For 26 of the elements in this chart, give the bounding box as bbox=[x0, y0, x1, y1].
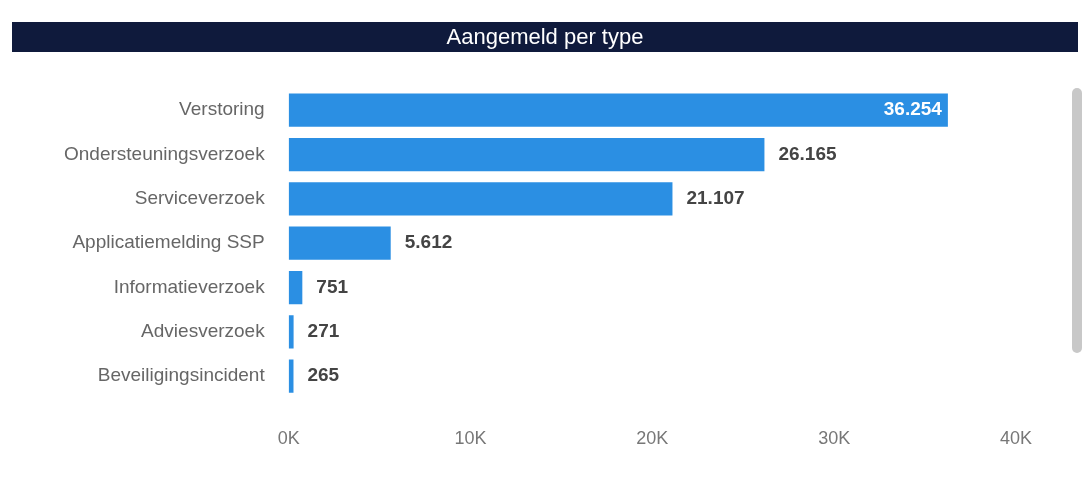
bar bbox=[288, 137, 765, 172]
x-tick-label: 0K bbox=[277, 428, 300, 449]
x-tick-label: 30K bbox=[818, 428, 851, 449]
data-label: 21.107 bbox=[686, 187, 745, 209]
y-tick-label: Adviesverzoek bbox=[141, 320, 266, 342]
data-label: 5.612 bbox=[404, 231, 453, 253]
y-tick-label: Applicatiemelding SSP bbox=[72, 231, 265, 253]
data-label: 26.165 bbox=[778, 142, 837, 164]
y-tick-label: Serviceverzoek bbox=[134, 187, 266, 209]
chart-title: Aangemeld per type bbox=[12, 22, 1078, 52]
bar bbox=[288, 315, 294, 349]
bar bbox=[288, 93, 948, 127]
x-tick-label: 10K bbox=[454, 428, 487, 449]
bar bbox=[288, 226, 391, 260]
data-label: 271 bbox=[307, 320, 340, 342]
x-tick-label: 20K bbox=[636, 428, 669, 449]
y-tick-label: Ondersteuningsverzoek bbox=[64, 142, 266, 164]
data-label: 36.254 bbox=[883, 98, 943, 120]
y-tick-label: Verstoring bbox=[179, 98, 265, 120]
data-label: 751 bbox=[316, 275, 349, 297]
bar bbox=[288, 182, 673, 216]
y-tick-label: Beveiligingsincident bbox=[97, 364, 266, 386]
bar bbox=[288, 270, 303, 305]
data-label: 265 bbox=[307, 364, 340, 386]
y-tick-label: Informatieverzoek bbox=[113, 275, 266, 297]
x-tick-label: 40K bbox=[999, 428, 1033, 449]
